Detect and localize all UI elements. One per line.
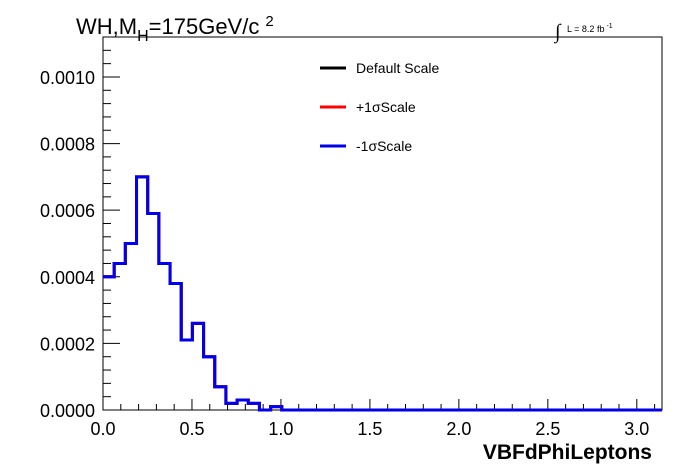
x-tick-label: 3.0	[624, 419, 649, 439]
x-tick-label: 1.5	[357, 419, 382, 439]
x-axis-title: VBFdPhiLeptons	[483, 441, 652, 464]
y-tick-label: 0.0004	[40, 268, 95, 288]
title-rest: =175GeV/c	[149, 14, 260, 39]
title-superscript: 2	[265, 13, 273, 30]
lumi-superscript: -1	[606, 23, 612, 30]
lumi-text: L = 8.2 fb	[567, 24, 604, 34]
x-tick-label: 0.0	[90, 419, 115, 439]
title-main: WH,M	[76, 14, 137, 39]
legend-label-default: Default Scale	[356, 60, 439, 76]
x-tick-label: 2.5	[535, 419, 560, 439]
y-tick-label: 0.0006	[40, 201, 95, 221]
x-tick-label: 2.0	[446, 419, 471, 439]
y-tick-label: 0.0010	[40, 68, 95, 88]
legend-label-minus1sigma: -1σScale	[356, 138, 412, 154]
y-tick-label: 0.0000	[40, 401, 95, 421]
x-tick-label: 0.5	[179, 419, 204, 439]
lumi-integral-sign: ∫	[553, 21, 562, 44]
series-layer	[103, 175, 662, 412]
y-tick-label: 0.0008	[40, 135, 95, 155]
y-tick-label: 0.0002	[40, 334, 95, 354]
legend: Default Scale +1σScale -1σScale	[320, 60, 439, 154]
series-line-3	[103, 175, 662, 412]
x-tick-label: 1.0	[268, 419, 293, 439]
lumi-label: L = 8.2 fb -1	[567, 23, 613, 34]
legend-label-plus1sigma: +1σScale	[356, 99, 416, 115]
axes: 0.0 0.5 1.0 1.5 2.0 2.5 3.0 0.0000 0.0002 0.0004 0…	[40, 36, 656, 439]
